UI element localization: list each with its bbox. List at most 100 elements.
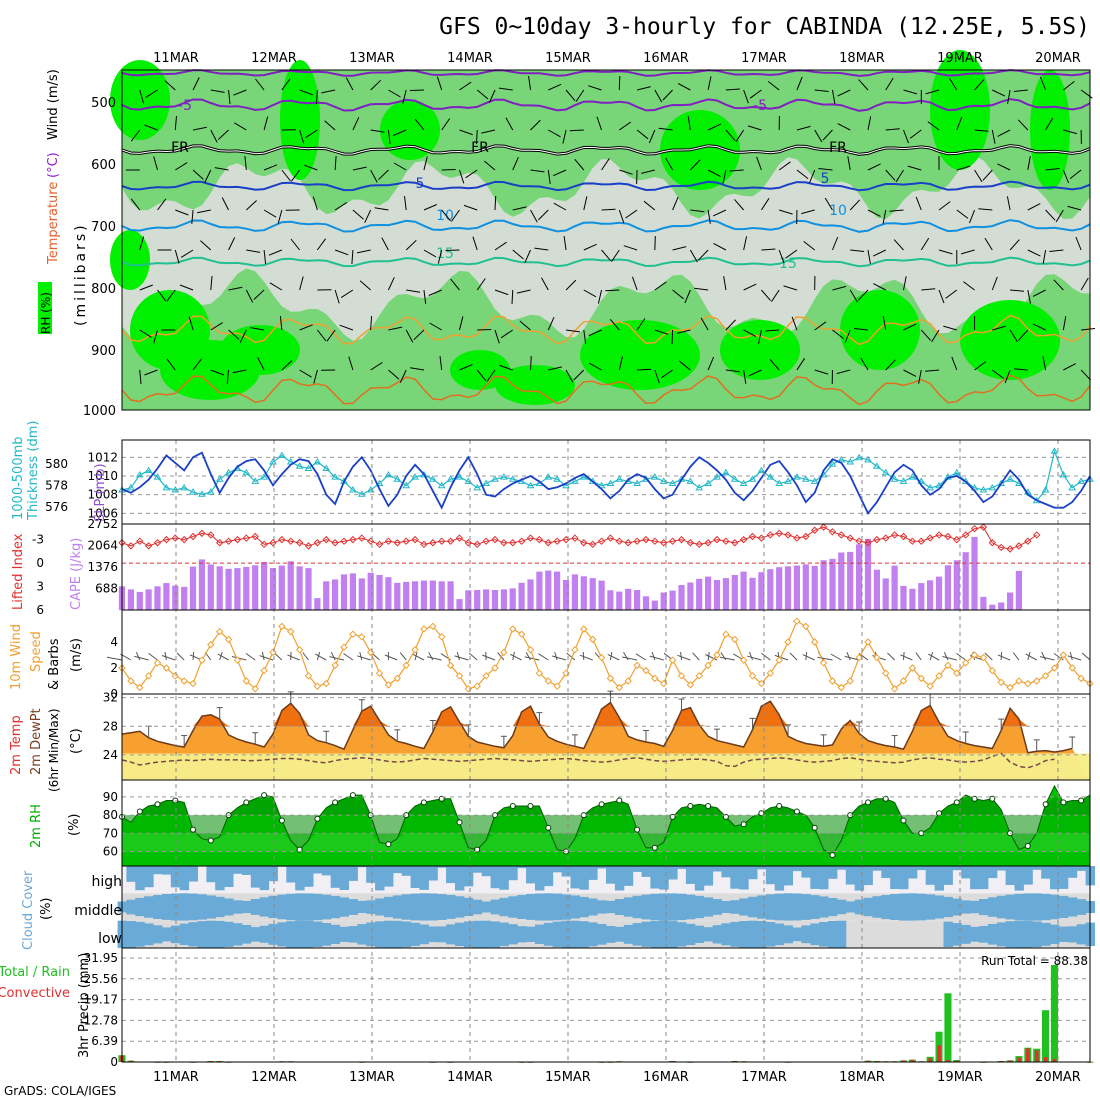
lifted-index-point (402, 537, 410, 545)
contour-label: 5 (821, 171, 830, 187)
wind-barb (997, 129, 1011, 137)
wind-barb (735, 129, 745, 142)
thickness-point (633, 479, 641, 487)
wind10m-speed-point (766, 669, 775, 677)
cloud-low-bar (757, 921, 767, 948)
wind-barb (463, 204, 478, 211)
cloud-high-bar (579, 866, 589, 890)
cape-bar (1007, 592, 1014, 610)
cape-bar (829, 558, 836, 611)
rh2m-point (1060, 799, 1067, 806)
wind-barb (232, 369, 247, 374)
wind10m-speed-point (731, 635, 739, 644)
cloud-high-bar (233, 866, 243, 874)
wind10m-speed-point (908, 664, 917, 672)
wind-barb (984, 237, 993, 251)
wind-barb (769, 359, 780, 371)
rh2m-point (722, 813, 729, 820)
wind10m-barb (692, 652, 700, 661)
lifted-index-point (136, 537, 144, 545)
cape-bar (189, 566, 197, 610)
wind10m-barb (622, 656, 638, 661)
rh2m-point (651, 844, 658, 851)
wind10m-speed-point (509, 625, 517, 633)
rh2m-point (705, 803, 712, 809)
cape-bar (669, 590, 676, 610)
cloud-middle-bar (526, 894, 536, 920)
thickness-point (793, 473, 801, 480)
wind-barb (370, 79, 382, 91)
cape-bar (394, 582, 401, 610)
temp-axis-labels: 2m Temp 2m DewPt (6hr Min/Max) (°C) (9, 708, 84, 792)
wind-barb (565, 279, 577, 291)
wind-barb (648, 129, 656, 144)
wind-barb (665, 157, 674, 171)
wind-barb (299, 324, 313, 331)
lifted-index-point (198, 529, 206, 538)
date-label-top: 17MAR (741, 51, 787, 66)
cloud-low-bar (996, 922, 1007, 947)
lifted-index-point (331, 539, 339, 547)
wind-barb (992, 89, 1006, 97)
wind-barb (956, 209, 969, 219)
precip-convective-bar (955, 1060, 959, 1062)
cloud-low-bar (330, 924, 341, 944)
wind-barb (625, 209, 638, 219)
lifted-index-point (810, 526, 819, 534)
freezing-level-contour-inner (121, 145, 1091, 155)
cloud-middle-bar (792, 893, 802, 921)
wind10m-barb (774, 654, 789, 661)
thickness-point (491, 475, 499, 482)
cloud-middle-bar (543, 893, 554, 921)
thickness-point (153, 473, 162, 480)
cape-bar (536, 571, 543, 610)
wind-barb (217, 129, 229, 140)
lifted-index-point (144, 542, 153, 550)
date-label-bottom: 12MAR (251, 1070, 297, 1085)
cloud-low-bar (312, 921, 323, 947)
ylabel-wind10m: 10m Wind (9, 624, 24, 690)
date-label-top: 14MAR (447, 51, 493, 66)
panel-frame (121, 947, 1091, 1063)
wind10m-speed-point (340, 643, 348, 651)
cloud-low-bar (730, 921, 740, 947)
wind10m-barb (649, 655, 664, 661)
lifted-index-point (153, 539, 162, 547)
thickness-tick-label: 580 (45, 457, 68, 471)
cape-bar (252, 565, 259, 610)
wind-barb (499, 364, 513, 371)
wind-barb (915, 196, 922, 211)
cape-bar (474, 590, 481, 610)
thickness-point (277, 451, 286, 459)
cloud-low-bar (810, 923, 820, 946)
cloud-high-bar (765, 866, 776, 885)
wind-barb (192, 126, 207, 131)
wind-barb (636, 129, 649, 140)
wind-barb (778, 161, 791, 171)
wind10m-barb (943, 651, 949, 661)
cloud-low-bar (392, 920, 403, 948)
wind10m-speed-point (526, 646, 535, 654)
cloud-middle-bar (259, 897, 270, 917)
wind-barb (847, 156, 851, 171)
cloud-middle-bar (375, 898, 385, 916)
cape-bar (287, 561, 294, 611)
lifted-index-point (588, 540, 597, 549)
cloud-low-bar (224, 921, 234, 947)
cloud-low-bar (144, 923, 154, 946)
wind-barb (574, 158, 585, 171)
thickness-point (1041, 486, 1050, 493)
cloud-low-bar (241, 925, 252, 944)
ylabel-celsius: (°C) (46, 152, 61, 178)
wind-barb (925, 89, 940, 95)
temp-contour-minus5 (121, 98, 1091, 112)
wind-barb (534, 247, 549, 251)
cape-bar (278, 565, 285, 610)
precip-axis-labels: Total / Rain Convective 3hr Precip (mm) … (0, 953, 1088, 1058)
ylabel-slp: SLP (mb) (93, 463, 108, 522)
thickness-point (881, 468, 890, 476)
cloud-high-bar (801, 866, 811, 878)
temp2m-panel: 24 28 32 (103, 691, 1090, 780)
wind10m-barb (538, 653, 549, 661)
wind-barb (1063, 81, 1075, 91)
